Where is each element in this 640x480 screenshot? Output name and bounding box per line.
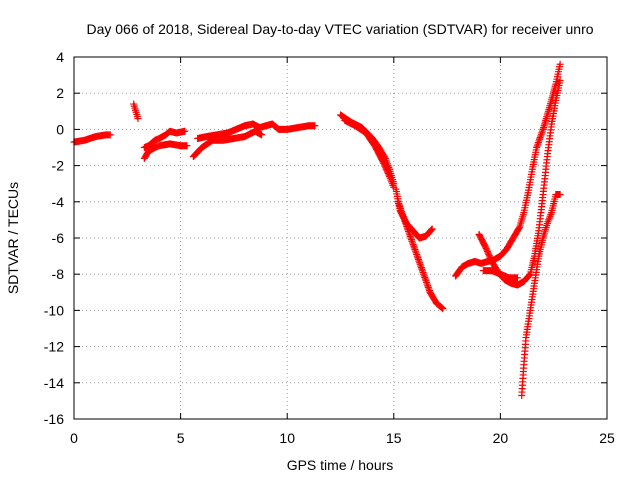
data-point (183, 142, 191, 150)
data-point (106, 131, 114, 139)
series-seg13 (518, 191, 564, 399)
y-tick-label: 4 (56, 49, 64, 65)
data-point (526, 271, 534, 279)
y-tick-label: -12 (44, 339, 64, 355)
data-point (515, 224, 523, 232)
x-axis-label: GPS time / hours (287, 457, 394, 473)
y-axis-label: SDTVAR / TECUs (5, 182, 21, 294)
data-point (427, 227, 435, 235)
data-point (311, 122, 319, 130)
data-point (385, 171, 393, 179)
y-tick-label: -16 (44, 411, 64, 427)
y-tick-label: 2 (56, 85, 64, 101)
series-seg2 (130, 100, 142, 123)
series-seg10 (394, 198, 447, 313)
y-tick-label: -6 (52, 230, 65, 246)
series-seg3 (140, 140, 191, 162)
y-tick-label: -8 (52, 266, 65, 282)
series-seg5 (189, 127, 266, 161)
series-seg6 (194, 120, 319, 142)
series-seg1 (70, 131, 114, 146)
data-point (439, 305, 447, 313)
x-tick-label: 0 (70, 430, 78, 446)
chart-title: Day 066 of 2018, Sidereal Day-to-day VTE… (86, 21, 593, 37)
data-point (556, 77, 564, 85)
data-series (70, 60, 564, 399)
series-seg8 (341, 116, 398, 191)
series-seg4 (140, 127, 189, 151)
y-tick-label: 0 (56, 121, 64, 137)
data-point (513, 274, 521, 282)
data-point (556, 60, 564, 68)
data-point (428, 225, 436, 233)
y-tick-label: -10 (44, 302, 64, 318)
series-seg14 (479, 267, 521, 282)
x-tick-label: 5 (177, 430, 185, 446)
data-point (134, 115, 142, 123)
y-tick-label: -2 (52, 158, 65, 174)
data-point (437, 303, 445, 311)
x-tick-label: 25 (599, 430, 615, 446)
data-point (181, 127, 189, 135)
y-tick-label: -4 (52, 194, 65, 210)
data-point (438, 304, 446, 312)
data-point (427, 226, 435, 234)
data-point (525, 272, 533, 280)
y-tick-label: -14 (44, 375, 64, 391)
grid (74, 57, 607, 419)
axis-ticks: 0 5 10 15 20 25 -16 -14 -12 -10 -8 -6 -4 -2 0 2 4 (44, 49, 615, 446)
data-point (556, 191, 564, 199)
x-tick-label: 15 (386, 430, 402, 446)
series-seg11 (452, 60, 564, 280)
x-tick-label: 20 (493, 430, 509, 446)
data-point (258, 131, 266, 139)
x-tick-label: 10 (279, 430, 295, 446)
